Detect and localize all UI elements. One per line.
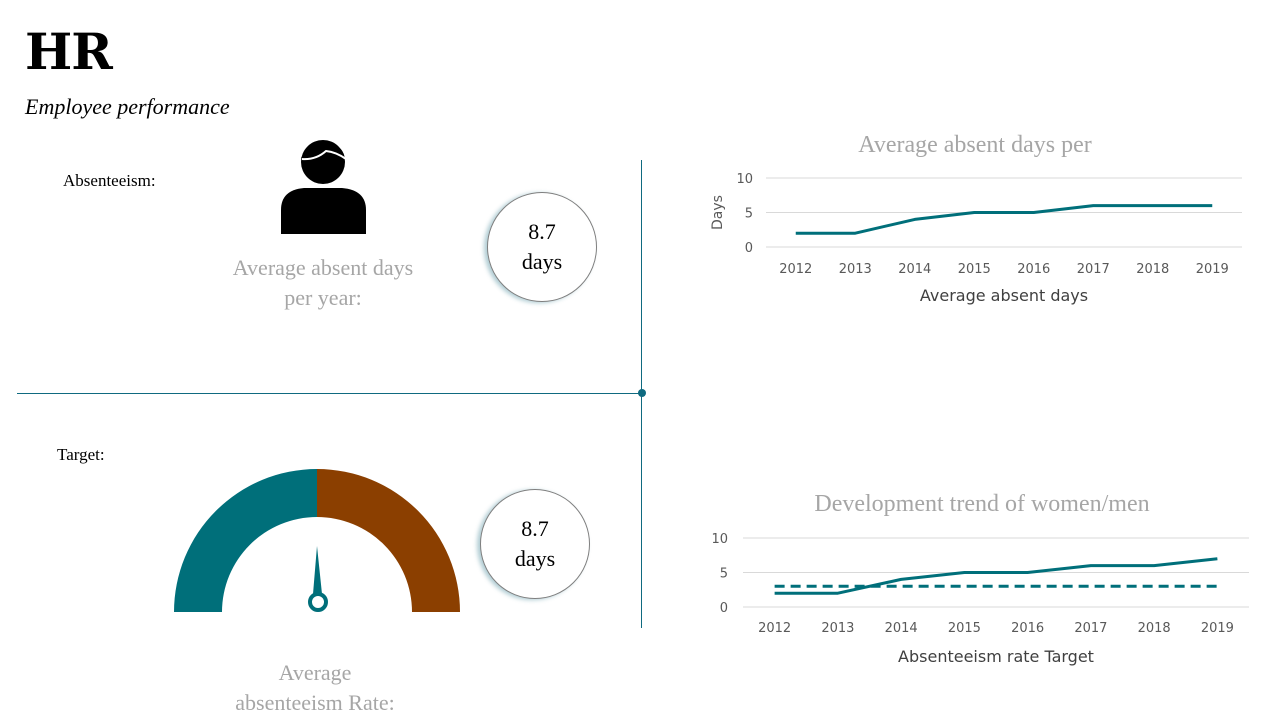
y-tick-label: 0: [720, 601, 728, 616]
x-tick-label: 2018: [1138, 621, 1171, 636]
chart-legend: Average absent days: [920, 286, 1088, 305]
x-tick-label: 2014: [885, 621, 918, 636]
gauge-needle-hub: [308, 592, 328, 612]
x-tick-label: 2013: [839, 262, 872, 277]
x-tick-label: 2014: [898, 262, 931, 277]
absenteeism-rate-caption-line1: Average: [278, 660, 352, 685]
person-icon: [280, 138, 368, 234]
absent-days-value-circle: 8.7 days: [487, 192, 597, 302]
x-tick-label: 2018: [1136, 262, 1169, 277]
absenteeism-gauge: [170, 462, 464, 622]
target-unit: days: [514, 546, 556, 571]
y-tick-label: 5: [720, 567, 728, 582]
x-tick-label: 2019: [1201, 621, 1234, 636]
chart-trend-title: Development trend of women/men: [814, 491, 1150, 517]
target-label: Target:: [57, 445, 105, 464]
absent-days-value: 8.7: [528, 219, 556, 244]
x-tick-label: 2012: [779, 262, 812, 277]
page-subtitle: Employee performance: [25, 94, 230, 119]
gauge-segment-actual: [174, 469, 317, 612]
absent-days-caption-line2: per year:: [284, 285, 362, 310]
target-value-circle: 8.7 days: [480, 489, 590, 599]
y-tick-label: 5: [745, 207, 753, 222]
chart-legend: Absenteeism rate Target: [898, 647, 1094, 666]
x-tick-label: 2016: [1011, 621, 1044, 636]
gauge-segment-remaining: [317, 469, 460, 612]
gauge-needle: [313, 546, 322, 594]
chart-trend: 10 5 0 2012 2013 2014 2015 2016 2017 2018 2019 Abse…: [711, 532, 1249, 666]
chart-absent-days-title: Average absent days per: [858, 132, 1092, 158]
absenteeism-label: Absenteeism:: [63, 171, 156, 190]
x-tick-label: 2017: [1074, 621, 1107, 636]
absent-days-caption-line1: Average absent days: [232, 255, 414, 280]
absent-days-unit: days: [521, 249, 563, 274]
x-tick-label: 2017: [1077, 262, 1110, 277]
y-tick-label: 10: [736, 172, 753, 187]
divider-junction-dot: [638, 389, 646, 397]
series-line-average-absent-days: [795, 204, 1213, 235]
absenteeism-rate-caption: Average absenteeism Rate:: [190, 658, 440, 718]
chart-absent-days: 10 5 0 2012 2013 2014 2015 2016 2017 2018 2019 Days…: [710, 172, 1242, 305]
x-tick-label: 2016: [1017, 262, 1050, 277]
x-tick-label: 2013: [821, 621, 854, 636]
series-line-absenteeism-rate: [774, 557, 1218, 595]
y-tick-label: 0: [745, 241, 753, 256]
absenteeism-rate-caption-line2: absenteeism Rate:: [235, 690, 395, 715]
y-axis-label: Days: [710, 195, 726, 230]
page-title: HR: [25, 22, 113, 81]
x-tick-label: 2015: [948, 621, 981, 636]
x-tick-label: 2015: [958, 262, 991, 277]
x-tick-label: 2019: [1196, 262, 1229, 277]
target-value: 8.7: [521, 516, 549, 541]
y-tick-label: 10: [711, 532, 728, 547]
horizontal-divider: [17, 393, 642, 394]
x-tick-label: 2012: [758, 621, 791, 636]
absent-days-caption: Average absent days per year:: [200, 253, 446, 313]
